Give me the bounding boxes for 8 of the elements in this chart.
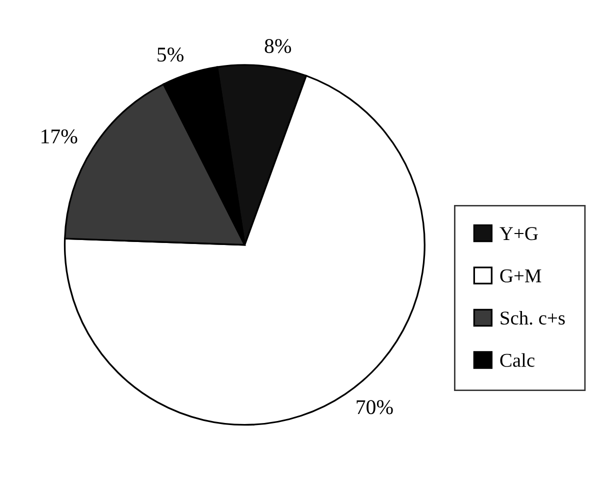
legend-label: Y+G <box>500 227 538 240</box>
data-label: 8% <box>264 39 292 54</box>
data-label: 5% <box>158 48 184 62</box>
legend-label: Sch. c+s <box>500 310 565 325</box>
legend-label: G+M <box>500 269 542 282</box>
data-label: 70% <box>356 400 393 414</box>
legend-label: Calc <box>500 353 534 367</box>
data-label: 17% <box>42 129 78 144</box>
